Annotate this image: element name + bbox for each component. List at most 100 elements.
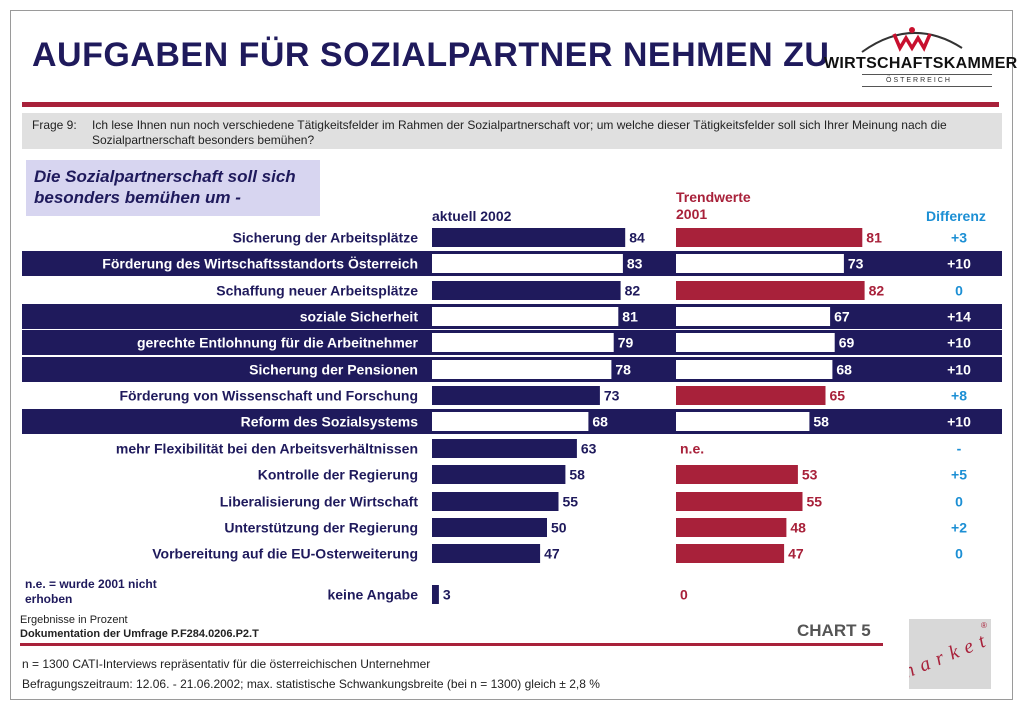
bar-trend — [676, 492, 803, 511]
column-header-actual: aktuell 2002 — [432, 208, 512, 224]
logo-divider — [862, 86, 992, 87]
logo-subtitle: ÖSTERREICH — [886, 77, 952, 84]
value-label-trend: 73 — [848, 256, 864, 272]
chart-subtitle: Die Sozialpartnerschaft soll sich besond… — [34, 167, 296, 207]
value-label-trend: 81 — [866, 230, 882, 246]
category-label: mehr Flexibilität bei den Arbeitsverhält… — [116, 441, 418, 457]
category-label: Unterstützung der Regierung — [224, 520, 418, 536]
bar-actual — [432, 439, 577, 458]
bar-trend — [676, 281, 865, 300]
bar-actual — [432, 492, 559, 511]
value-label-trend: 65 — [830, 388, 846, 404]
value-label-trend: 53 — [802, 467, 818, 483]
bar-trend — [676, 386, 826, 405]
value-label-trend: 69 — [839, 335, 855, 351]
value-label-trend: 68 — [836, 362, 852, 378]
category-label: Sicherung der Arbeitsplätze — [233, 230, 419, 246]
chart-number-label: CHART 5 — [797, 621, 871, 640]
value-label-actual: 50 — [551, 520, 567, 536]
logo-emblem-icon — [861, 27, 963, 53]
value-label-actual: 47 — [544, 546, 560, 562]
value-label-trend: 47 — [788, 546, 804, 562]
value-label-trend: n.e. — [680, 441, 704, 457]
footer-doc: Dokumentation der Umfrage P.F284.0206.P2… — [20, 628, 259, 640]
market-logo-text: market — [909, 627, 991, 685]
value-label-actual: 63 — [581, 441, 597, 457]
bar-actual — [432, 228, 626, 247]
difference-label: +8 — [951, 388, 967, 404]
category-label: gerechte Entlohnung für die Arbeitnehmer — [137, 335, 419, 351]
difference-label: +14 — [947, 309, 971, 325]
difference-label: +2 — [951, 520, 967, 536]
difference-label: +10 — [947, 414, 971, 430]
bar-actual — [432, 518, 547, 537]
category-label: Schaffung neuer Arbeitsplätze — [216, 283, 418, 299]
registered-icon: ® — [981, 621, 987, 630]
category-label: Liberalisierung der Wirtschaft — [220, 494, 419, 510]
value-label-actual: 3 — [443, 587, 451, 603]
category-label: Förderung des Wirtschaftsstandorts Öster… — [102, 256, 418, 272]
bar-actual — [432, 465, 566, 484]
header-divider — [22, 102, 999, 107]
value-label-actual: 55 — [563, 494, 579, 510]
category-label: Sicherung der Pensionen — [249, 362, 418, 378]
bar-actual — [432, 333, 614, 352]
value-label-actual: 81 — [622, 309, 638, 325]
category-label: Kontrolle der Regierung — [258, 467, 418, 483]
footer-sample: n = 1300 CATI-Interviews repräsentativ f… — [22, 657, 431, 671]
logo-divider — [862, 74, 992, 75]
difference-label: 0 — [955, 494, 963, 510]
difference-label: +10 — [947, 362, 971, 378]
value-label-actual: 82 — [625, 283, 641, 299]
bar-trend — [676, 254, 844, 273]
column-header-trend: Trendwerte 2001 — [676, 189, 751, 223]
bar-actual — [432, 281, 621, 300]
difference-label: - — [957, 441, 962, 457]
footer-period: Befragungszeitraum: 12.06. - 21.06.2002;… — [22, 677, 600, 691]
subtitle-box: Die Sozialpartnerschaft soll sich besond… — [26, 160, 320, 216]
bar-trend — [676, 228, 863, 247]
page-title: AUFGABEN FÜR SOZIALPARTNER NEHMEN ZU — [32, 36, 830, 74]
bar-trend — [676, 360, 833, 379]
bar-trend — [676, 518, 787, 537]
bar-actual — [432, 585, 439, 604]
value-label-actual: 84 — [629, 230, 645, 246]
bar-chart: Sicherung der Arbeitsplätze 84 81 +3 Förderu… — [22, 228, 1002, 604]
logo-name: WIRTSCHAFTSKAMMER — [824, 55, 1018, 72]
category-label: Vorbereitung auf die EU-Osterweiterung — [152, 546, 418, 562]
column-header-trend-line2: 2001 — [676, 206, 708, 222]
value-label-trend: 67 — [834, 309, 850, 325]
value-label-actual: 83 — [627, 256, 643, 272]
category-label: soziale Sicherheit — [300, 309, 419, 325]
bar-actual — [432, 386, 600, 405]
footer-divider — [20, 643, 883, 646]
value-label-actual: 78 — [615, 362, 631, 378]
value-label-actual: 73 — [604, 388, 620, 404]
value-label-actual: 68 — [592, 414, 608, 430]
bar-trend — [676, 307, 831, 326]
footer-unit: Ergebnisse in Prozent — [20, 614, 128, 626]
value-label-actual: 79 — [618, 335, 634, 351]
column-header-trend-line1: Trendwerte — [676, 189, 751, 205]
difference-label: +3 — [951, 230, 967, 246]
value-label-trend: 48 — [790, 520, 806, 536]
difference-label: +5 — [951, 467, 967, 483]
bar-actual — [432, 544, 541, 563]
difference-label: +10 — [947, 335, 971, 351]
category-label: Förderung von Wissenschaft und Forschung — [119, 388, 418, 404]
question-label: Frage 9: — [32, 118, 77, 132]
difference-label: +10 — [947, 256, 971, 272]
bar-trend — [676, 544, 785, 563]
bar-actual — [432, 412, 589, 431]
value-label-trend: 58 — [813, 414, 829, 430]
bar-actual — [432, 254, 623, 273]
difference-label: 0 — [955, 546, 963, 562]
wirtschaftskammer-logo: WIRTSCHAFTSKAMMER ÖSTERREICH — [822, 22, 1017, 92]
column-header-diff: Differenz — [926, 208, 986, 224]
legend-note: n.e. = wurde 2001 nicht erhoben — [25, 577, 157, 606]
question-box: Frage 9: Ich lese Ihnen nun noch verschi… — [22, 113, 1002, 149]
value-label-trend: 55 — [807, 494, 823, 510]
value-label-actual: 58 — [569, 467, 585, 483]
bar-trend — [676, 465, 798, 484]
category-label: Reform des Sozialsystems — [241, 414, 419, 430]
